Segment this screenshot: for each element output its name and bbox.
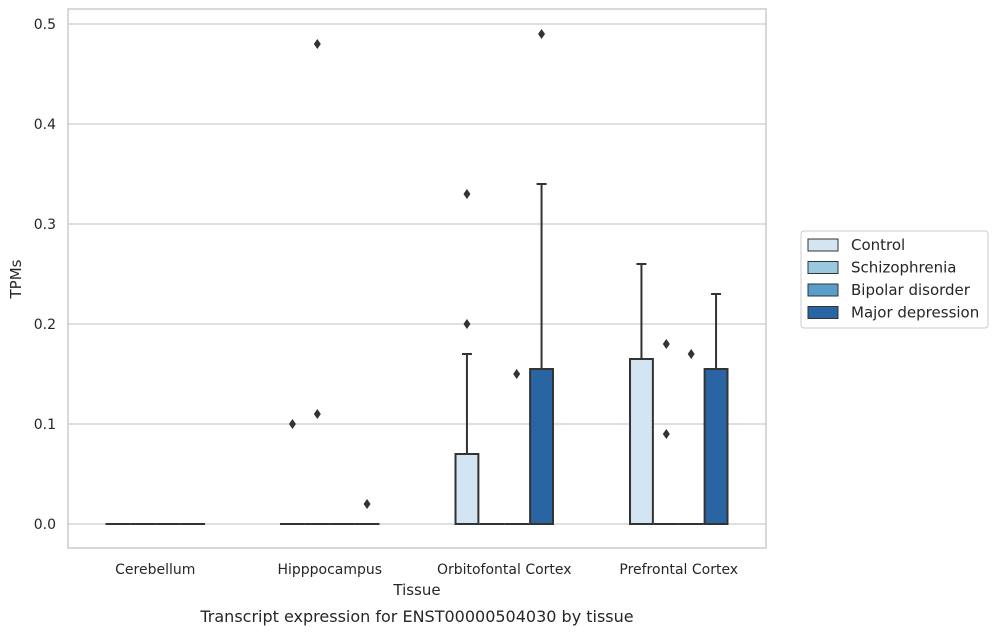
outlier-point — [288, 419, 296, 429]
box-control — [629, 263, 654, 525]
outlier-point — [313, 39, 321, 49]
legend-frame — [800, 230, 989, 329]
legend-swatch — [807, 283, 839, 297]
legend: Control Schizophrenia Bipolar disorder Majo… — [800, 230, 989, 329]
chart-caption: Transcript expression for ENST0000050403… — [199, 607, 633, 626]
legend-label: Schizophrenia — [851, 259, 956, 277]
legend-label: Bipolar disorder — [851, 281, 971, 299]
y-tick-label: 0.4 — [34, 117, 56, 133]
box-schizophrenia — [653, 339, 679, 526]
boxes — [105, 29, 729, 526]
outlier-point — [313, 409, 321, 419]
x-tick-label: Hipppocampus — [277, 562, 382, 578]
box-control — [280, 419, 305, 526]
box-body — [629, 358, 654, 525]
box-major-depression — [529, 29, 554, 525]
outlier-point — [662, 429, 670, 439]
legend-swatch — [807, 306, 839, 319]
x-axis-label: Tissue — [392, 581, 440, 599]
y-axis-ticks: 0.0 0.1 0.2 0.3 0.4 0.5 — [34, 17, 56, 533]
box-body — [529, 368, 554, 525]
outlier-point — [513, 369, 521, 379]
box-bipolar-disorder — [504, 369, 530, 526]
x-tick-label: Prefrontal Cortex — [619, 562, 738, 578]
legend-swatch — [807, 261, 839, 274]
box-control — [454, 189, 480, 525]
y-axis-label: TPMs — [7, 259, 25, 299]
x-tick-label: Cerebellum — [115, 562, 195, 578]
legend-label: Control — [851, 236, 905, 254]
box-schizophrenia — [304, 39, 330, 526]
outlier-point — [363, 499, 371, 509]
y-tick-label: 0.2 — [34, 317, 56, 333]
outlier-point — [463, 319, 471, 329]
box-major-depression — [354, 499, 380, 526]
y-tick-label: 0.5 — [34, 17, 56, 33]
outlier-point — [662, 339, 670, 349]
box-body — [703, 368, 729, 525]
y-tick-label: 0.0 — [34, 517, 56, 533]
x-axis-ticks: Cerebellum Hipppocampus Orbitofontal Corte… — [115, 562, 738, 578]
legend-swatch — [807, 238, 839, 252]
box-body — [454, 453, 480, 525]
outlier-point — [687, 349, 695, 359]
legend-label: Major depression — [851, 304, 979, 322]
outlier-point — [538, 29, 546, 39]
plot-frame — [67, 8, 767, 549]
outlier-point — [463, 189, 471, 199]
y-tick-label: 0.1 — [34, 417, 56, 433]
box-bipolar-disorder — [678, 349, 704, 526]
box-major-depression — [703, 293, 729, 525]
y-tick-label: 0.3 — [34, 217, 56, 233]
legend-items: Control Schizophrenia Bipolar disorder Majo… — [807, 236, 979, 322]
x-tick-label: Orbitofontal Cortex — [437, 562, 572, 578]
